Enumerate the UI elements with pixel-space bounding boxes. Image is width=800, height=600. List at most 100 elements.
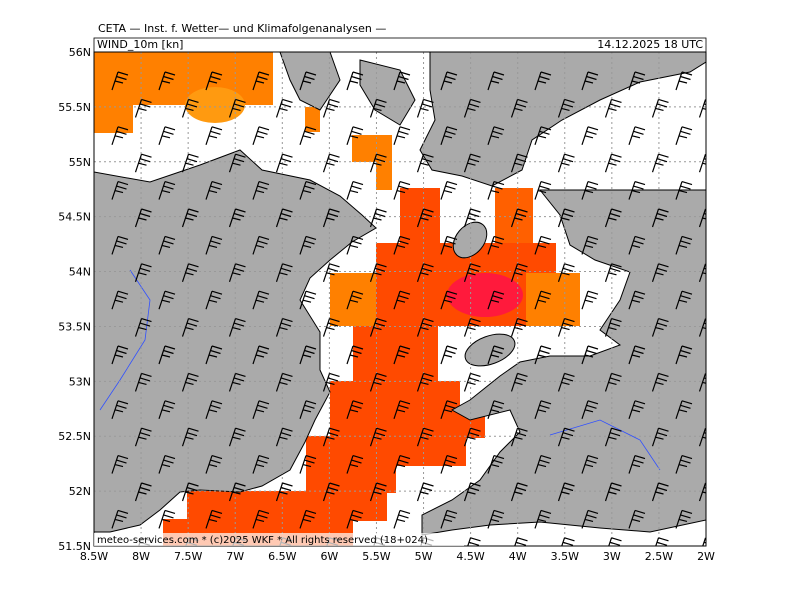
barb	[604, 482, 622, 502]
barb	[181, 208, 199, 228]
wind-area	[185, 87, 245, 123]
barb	[581, 290, 599, 310]
lon-label: 2.5W	[645, 550, 673, 563]
barb	[369, 318, 387, 337]
lon-label: 6W	[320, 550, 338, 563]
barb	[534, 345, 552, 365]
barb	[205, 400, 223, 419]
barb	[393, 290, 411, 310]
barb	[534, 509, 552, 529]
field-label: WIND_10m [kn]	[97, 38, 183, 51]
barb	[134, 482, 152, 502]
barb	[651, 208, 669, 228]
barb	[416, 318, 434, 337]
barb	[675, 181, 693, 200]
barb	[299, 126, 317, 145]
lat-label: 55N	[69, 156, 91, 169]
barb	[252, 126, 270, 145]
barb	[534, 71, 552, 91]
barb	[487, 345, 505, 365]
barb	[159, 565, 175, 583]
barb	[510, 153, 528, 173]
barb	[369, 372, 387, 392]
barb	[299, 509, 317, 529]
barb	[581, 71, 599, 91]
barb	[557, 263, 575, 282]
barb	[487, 235, 505, 255]
barb	[393, 235, 411, 255]
barb	[487, 290, 505, 310]
lon-label: 7W	[226, 550, 244, 563]
lat-label: 52.5N	[58, 430, 91, 443]
barb	[698, 263, 706, 282]
barb	[441, 565, 457, 583]
lat-label: 52N	[69, 485, 91, 498]
barb	[463, 208, 481, 228]
barb	[651, 427, 669, 447]
river	[549, 419, 661, 471]
barb	[346, 345, 364, 365]
barb	[393, 345, 411, 365]
barb	[134, 427, 152, 447]
barb	[651, 263, 669, 282]
barb	[557, 98, 575, 118]
barb	[181, 98, 199, 118]
wind-area	[330, 381, 460, 411]
barb	[628, 235, 646, 255]
barb	[346, 181, 364, 200]
barb	[134, 263, 152, 282]
lat-label: 55.5N	[58, 101, 91, 114]
barb	[535, 565, 551, 583]
barb	[252, 400, 270, 419]
lon-label: 5.5W	[362, 550, 390, 563]
barb	[723, 401, 739, 419]
barb	[299, 181, 317, 200]
barb	[651, 153, 669, 173]
barb	[181, 372, 199, 392]
barb	[322, 98, 340, 118]
kintyre	[279, 52, 341, 111]
barb	[275, 427, 293, 447]
barb	[158, 71, 176, 91]
barb	[676, 565, 692, 583]
barb	[158, 235, 176, 255]
barb	[675, 509, 693, 529]
barb	[723, 456, 739, 474]
barb	[300, 565, 316, 583]
barb	[322, 318, 340, 337]
barb	[440, 400, 458, 419]
footer-box	[94, 533, 464, 546]
barb	[158, 509, 176, 529]
barb	[628, 509, 646, 529]
barb	[604, 372, 622, 392]
barb	[440, 71, 458, 91]
barb	[252, 235, 270, 255]
barb	[111, 235, 129, 255]
barb	[393, 509, 411, 529]
barb	[347, 565, 363, 583]
barb	[557, 482, 575, 502]
barb	[394, 565, 410, 583]
barb	[205, 71, 223, 91]
barb	[158, 126, 176, 145]
barb	[561, 537, 575, 546]
barb	[181, 427, 199, 447]
barb	[299, 400, 317, 419]
barb	[723, 346, 739, 364]
barb	[675, 235, 693, 255]
wind-area	[306, 463, 396, 493]
barb	[698, 208, 706, 228]
lon-label: 3W	[603, 550, 621, 563]
barb	[514, 537, 528, 546]
lon-label: 8W	[132, 550, 150, 563]
lon-label: 6.5W	[268, 550, 296, 563]
barb	[228, 153, 246, 173]
lat-label: 53N	[69, 375, 91, 388]
barb	[604, 318, 622, 337]
wind-area	[306, 436, 466, 466]
barb	[581, 126, 599, 145]
barb	[534, 181, 552, 200]
river	[99, 269, 151, 411]
